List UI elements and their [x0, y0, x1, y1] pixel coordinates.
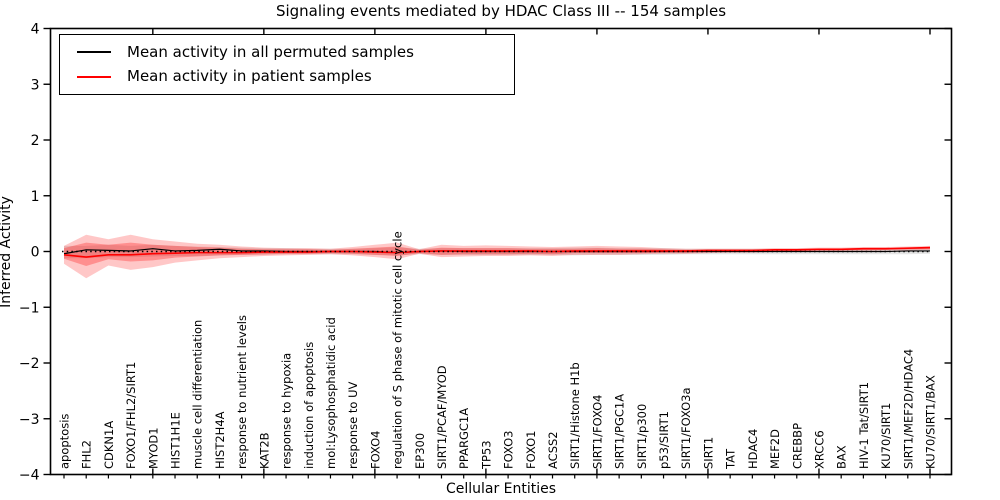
x-category-label: SIRT1/PCAF/MYOD: [435, 365, 449, 469]
x-category-label: XRCC6: [812, 430, 826, 469]
x-category-label: regulation of S phase of mitotic cell cy…: [391, 231, 405, 469]
x-category-label: SIRT1: [701, 437, 715, 469]
chart-title: Signaling events mediated by HDAC Class …: [275, 2, 727, 20]
x-category-label: SIRT1/FOXO4: [590, 394, 604, 469]
x-category-label: BAX: [835, 445, 849, 469]
y-tick-label: −4: [19, 468, 40, 484]
legend-label-patient: Mean activity in patient samples: [127, 67, 372, 86]
y-tick-label: −3: [19, 412, 40, 428]
x-category-label: FOXO1: [524, 431, 538, 469]
x-category-label: response to nutrient levels: [235, 315, 249, 469]
x-category-label: mol:Lysophosphatidic acid: [324, 317, 338, 469]
legend-item-permuted: Mean activity in all permuted samples: [60, 42, 514, 61]
legend-item-patient: Mean activity in patient samples: [60, 69, 514, 84]
permuted-line-icon: [77, 51, 111, 54]
x-category-label: KU70/SIRT1/BAX: [924, 375, 938, 469]
x-category-label: TP53: [479, 440, 493, 470]
x-category-label: KU70/SIRT1: [879, 403, 893, 469]
y-tick-label: 4: [31, 22, 40, 38]
x-category-label: FHL2: [80, 440, 94, 469]
x-category-label: HIST2H4A: [213, 411, 227, 469]
x-category-label: ACSS2: [546, 431, 560, 469]
x-category-label: PPARGC1A: [457, 408, 471, 469]
y-tick-label: −2: [19, 356, 40, 372]
x-category-label: induction of apoptosis: [302, 342, 316, 469]
x-category-label: FOXO1/FHL2/SIRT1: [124, 362, 138, 469]
x-category-label: SIRT1/PGC1A: [613, 394, 627, 469]
x-category-label: HIV-1 Tat/SIRT1: [857, 382, 871, 469]
series-line-1: [63, 246, 931, 258]
x-category-label: EP300: [413, 433, 427, 469]
band-patient-samples-spread-outer: [64, 234, 930, 279]
y-tick-label: 2: [31, 133, 40, 149]
x-category-label: muscle cell differentiation: [191, 320, 205, 469]
x-category-label: KAT2B: [257, 432, 271, 469]
x-axis-label: Cellular Entities: [445, 481, 557, 497]
x-category-label: HDAC4: [746, 429, 760, 469]
legend-label-permuted: Mean activity in all permuted samples: [127, 42, 414, 61]
legend: Mean activity in all permuted samples Me…: [59, 34, 515, 95]
band-patient-samples-spread-inner: [64, 242, 930, 266]
x-category-label: SIRT1/p300: [635, 404, 649, 469]
x-category-label: HIST1H1E: [169, 412, 183, 469]
x-category-label: response to UV: [346, 381, 360, 469]
x-category-label: MYOD1: [146, 427, 160, 469]
x-category-label: apoptosis: [58, 414, 72, 469]
x-category-label: FOXO4: [368, 431, 382, 469]
y-tick-label: −1: [19, 300, 40, 316]
y-tick-label: 0: [31, 245, 40, 261]
x-category-label: response to hypoxia: [280, 353, 294, 469]
y-tick-label: 3: [31, 77, 40, 93]
x-category-label: p53/SIRT1: [657, 411, 671, 469]
x-category-label: CDKN1A: [102, 421, 116, 469]
x-category-label: MEF2D: [768, 429, 782, 469]
x-category-label: SIRT1/FOXO3a: [679, 387, 693, 469]
x-category-label: SIRT1/Histone H1b: [568, 362, 582, 469]
x-category-label: TAT: [724, 448, 738, 470]
y-tick-label: 1: [31, 189, 40, 205]
x-category-label: FOXO3: [502, 431, 516, 469]
y-axis-label: Inferred Activity: [0, 196, 14, 308]
x-category-label: SIRT1/MEF2D/HDAC4: [901, 349, 915, 469]
x-category-label: CREBBP: [790, 423, 804, 469]
patient-line-icon: [77, 75, 111, 78]
